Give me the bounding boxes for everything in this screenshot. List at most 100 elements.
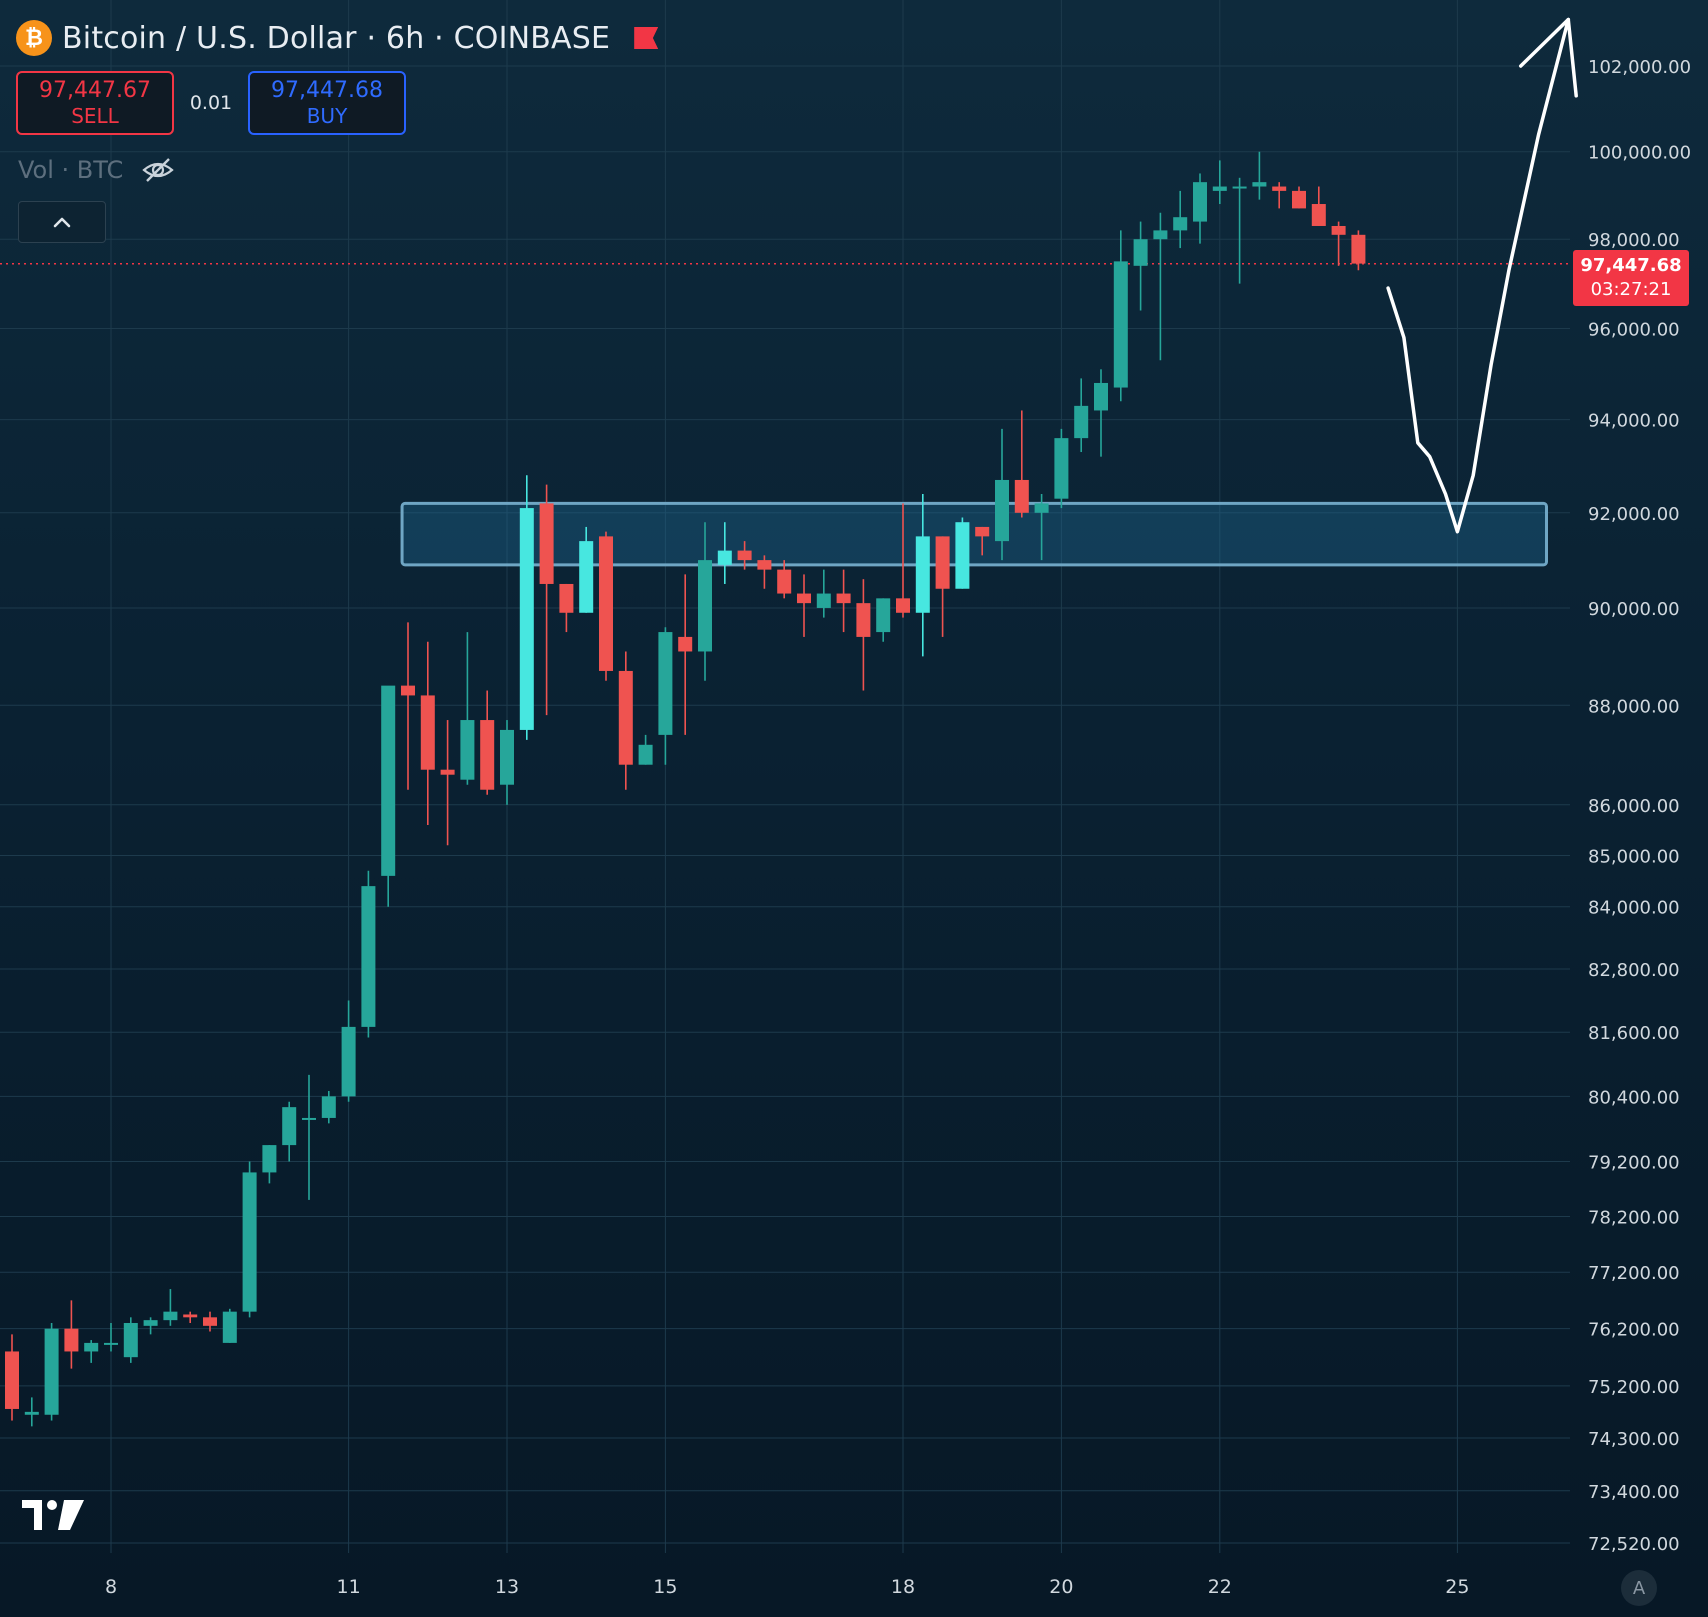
chevron-up-icon <box>53 217 71 228</box>
candle-body <box>1311 204 1326 226</box>
candle-body <box>1272 186 1287 191</box>
candle <box>1074 378 1089 453</box>
candle-body <box>836 593 851 604</box>
volume-legend: Vol · BTC <box>18 156 175 184</box>
time-tick-label: 8 <box>105 1576 117 1598</box>
collapse-legend-button[interactable] <box>18 201 106 243</box>
candle <box>955 517 970 589</box>
candle <box>539 484 554 716</box>
candle <box>638 734 653 765</box>
candle <box>302 1074 316 1200</box>
candle <box>480 690 495 795</box>
price-tick-label: 76,200.00 <box>1588 1320 1680 1341</box>
price-tick-label: 73,400.00 <box>1588 1482 1680 1503</box>
candle-body <box>262 1145 277 1173</box>
tradingview-logo[interactable] <box>22 1500 84 1530</box>
price-tick-label: 85,000.00 <box>1588 846 1680 867</box>
price-tick-label: 100,000.00 <box>1588 143 1691 164</box>
candle <box>1014 410 1029 518</box>
candle-body <box>1351 234 1366 264</box>
candle <box>282 1101 297 1162</box>
candle <box>222 1308 237 1343</box>
candle-body <box>995 479 1009 542</box>
candle-body <box>1133 239 1148 266</box>
candle-body <box>500 729 514 785</box>
candle-body <box>876 598 891 633</box>
auto-scale-button[interactable]: A <box>1621 1570 1657 1606</box>
projection-sketch[interactable] <box>1386 17 1578 534</box>
price-tick-label: 86,000.00 <box>1588 796 1680 817</box>
eye-off-icon[interactable] <box>141 157 175 183</box>
candle-body <box>1054 438 1069 499</box>
candle <box>876 598 891 642</box>
symbol-title[interactable]: Bitcoin / U.S. Dollar · 6h · COINBASE <box>62 20 611 56</box>
candle-body <box>1193 182 1207 222</box>
candle-body <box>64 1328 79 1352</box>
candle-body <box>1074 405 1089 439</box>
candle-body <box>381 685 396 876</box>
candle-body <box>361 886 376 1027</box>
candle <box>757 555 772 589</box>
candle-body <box>282 1107 297 1146</box>
price-tick-label: 74,300.00 <box>1588 1429 1680 1450</box>
candle <box>1292 186 1306 209</box>
time-tick-label: 22 <box>1208 1576 1232 1598</box>
candle-body <box>480 720 495 790</box>
price-tick-label: 72,520.00 <box>1588 1534 1680 1555</box>
candle-body <box>737 550 752 561</box>
candle <box>242 1161 257 1318</box>
candles <box>5 151 1366 1427</box>
sell-price: 97,447.67 <box>39 78 151 103</box>
candle <box>123 1317 138 1363</box>
candle-body <box>975 526 990 537</box>
candle-body <box>420 695 435 770</box>
candle-body <box>559 583 574 613</box>
candle-body <box>579 541 594 613</box>
candle-body <box>341 1026 356 1097</box>
candle <box>797 574 811 637</box>
candle-body <box>1292 190 1306 209</box>
sell-label: SELL <box>71 104 119 128</box>
candle <box>559 583 574 633</box>
candle-body <box>1153 230 1168 240</box>
candle <box>24 1397 39 1427</box>
support-zone[interactable] <box>400 501 1548 567</box>
candle <box>5 1334 19 1421</box>
candle-body <box>401 685 415 696</box>
current-price-value: 97,447.68 <box>1580 255 1682 276</box>
time-axis[interactable]: 8 11 13 15 18 20 22 25 <box>105 1576 1470 1598</box>
candle-body <box>955 522 970 589</box>
candle <box>163 1289 178 1326</box>
candle <box>915 494 930 657</box>
candle <box>203 1311 217 1332</box>
candle <box>975 526 990 556</box>
candle <box>84 1340 99 1363</box>
candle <box>1232 177 1247 284</box>
order-quantity[interactable]: 0.01 <box>189 92 233 114</box>
candle <box>401 622 415 790</box>
candle <box>1331 221 1346 266</box>
flag-icon[interactable] <box>634 27 659 49</box>
price-tick-label: 92,000.00 <box>1588 504 1680 525</box>
trade-panel: 97,447.67 SELL 0.01 97,447.68 BUY <box>16 71 406 135</box>
candle-body <box>678 636 693 652</box>
candle-body <box>143 1320 158 1326</box>
sell-button[interactable]: 97,447.67 SELL <box>16 71 174 135</box>
candle <box>618 651 633 790</box>
candle <box>896 503 910 618</box>
candle-body <box>203 1317 217 1326</box>
candle <box>519 475 534 740</box>
candle <box>856 579 871 691</box>
candle <box>935 536 950 637</box>
candle-body <box>24 1411 39 1415</box>
candle <box>1351 230 1366 271</box>
price-axis[interactable]: 102,000.00 100,000.00 98,000.00 96,000.00 94… <box>1588 57 1691 1555</box>
price-tick-label: 84,000.00 <box>1588 898 1680 919</box>
candle-body <box>599 536 613 671</box>
price-tick-label: 102,000.00 <box>1588 57 1691 78</box>
price-tick-label: 96,000.00 <box>1588 320 1680 341</box>
sketch-path <box>1386 17 1571 534</box>
time-tick-label: 11 <box>337 1576 361 1598</box>
buy-button[interactable]: 97,447.68 BUY <box>248 71 406 135</box>
